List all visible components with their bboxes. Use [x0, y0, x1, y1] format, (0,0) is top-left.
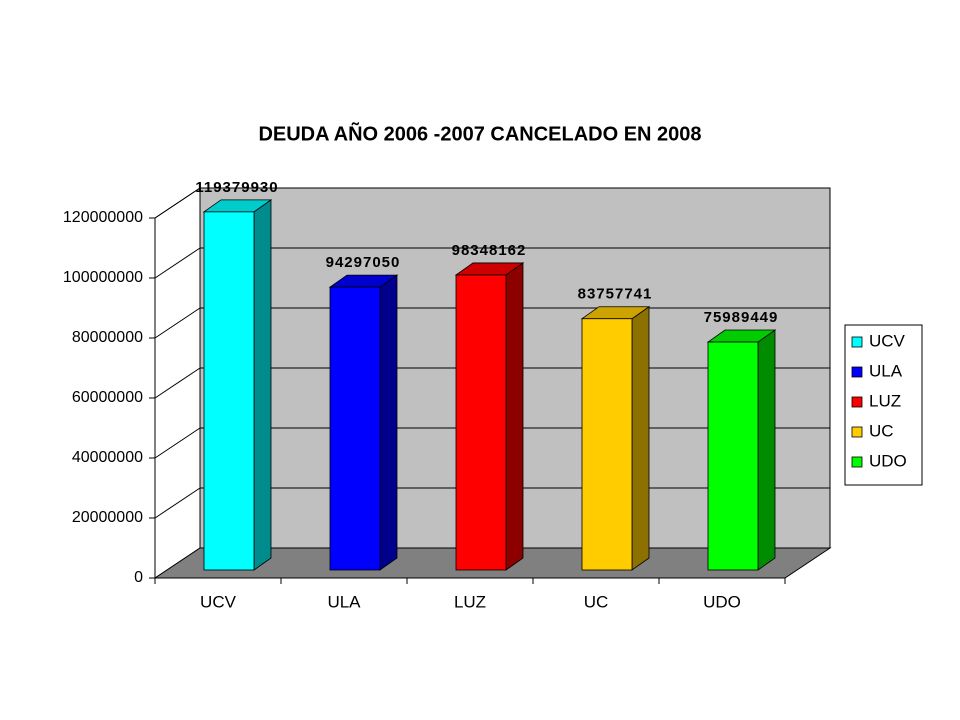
- legend-label: UCV: [869, 331, 906, 350]
- legend-label: UDO: [869, 451, 907, 470]
- bar-side: [379, 274, 398, 571]
- legend-swatch: [851, 396, 863, 408]
- x-tick-label: UDO: [703, 592, 741, 611]
- legend-label: ULA: [869, 361, 903, 380]
- grid-line: [154, 307, 201, 339]
- x-tick-label: UC: [584, 592, 609, 611]
- y-tick-label: 100000000: [63, 269, 143, 286]
- bar-side: [757, 329, 776, 571]
- x-tick-label: UCV: [200, 592, 237, 611]
- y-tick-label: 60000000: [72, 389, 143, 406]
- bar: [454, 262, 525, 571]
- bar-front: [581, 318, 633, 571]
- bar: [706, 329, 777, 571]
- legend-swatch: [851, 426, 863, 438]
- y-tick-label: 0: [134, 569, 143, 586]
- bar-side: [505, 262, 524, 571]
- value-label: 119379930: [195, 179, 278, 196]
- bar-front: [329, 286, 381, 571]
- value-label: 94297050: [326, 254, 401, 271]
- legend-label: LUZ: [869, 391, 901, 410]
- legend-swatch: [851, 336, 863, 348]
- grid-line: [154, 187, 201, 219]
- value-label: 98348162: [452, 242, 527, 259]
- legend-swatch: [851, 366, 863, 378]
- y-tick-label: 120000000: [63, 209, 143, 226]
- value-label: 83757741: [578, 286, 653, 303]
- y-tick-label: 20000000: [72, 509, 143, 526]
- grid-line: [154, 487, 201, 519]
- legend-swatch: [851, 456, 863, 468]
- x-tick-label: ULA: [327, 592, 361, 611]
- bar-front: [203, 211, 255, 571]
- value-label: 75989449: [704, 309, 779, 326]
- y-tick-label: 40000000: [72, 449, 143, 466]
- grid-line: [154, 247, 201, 279]
- grid-line: [154, 427, 201, 459]
- bar-side: [253, 199, 272, 571]
- bar: [202, 199, 273, 571]
- bar-front: [707, 341, 759, 571]
- chart-title: DEUDA AÑO 2006 -2007 CANCELADO EN 2008: [258, 122, 701, 145]
- bar: [580, 305, 651, 571]
- bar: [328, 274, 399, 571]
- bar-front: [455, 274, 507, 571]
- x-tick-label: LUZ: [454, 592, 486, 611]
- y-tick-label: 80000000: [72, 329, 143, 346]
- legend-label: UC: [869, 421, 894, 440]
- grid-line: [154, 367, 201, 399]
- bar-side: [631, 305, 650, 571]
